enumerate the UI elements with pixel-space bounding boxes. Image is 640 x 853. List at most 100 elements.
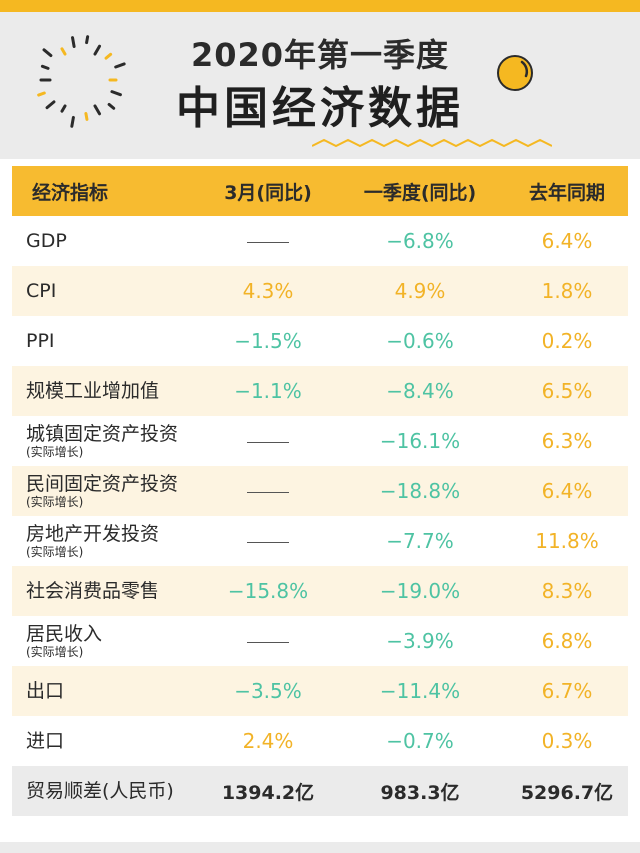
last-year-value-cell: 6.3% bbox=[506, 429, 628, 453]
march-value-cell: −1.1% bbox=[202, 379, 334, 403]
no-data-dash bbox=[247, 641, 289, 643]
indicator-cell: 社会消费品零售 bbox=[12, 580, 202, 602]
q1-value: −18.8% bbox=[379, 479, 461, 503]
march-value-cell: −3.5% bbox=[202, 679, 334, 703]
indicator-name: 民间固定资产投资 bbox=[26, 473, 179, 495]
indicator-cell: 民间固定资产投资 (实际增长) bbox=[12, 473, 202, 509]
table-row: 出口 −3.5% −11.4% 6.7% bbox=[12, 666, 628, 716]
q1-value-cell: −18.8% bbox=[334, 479, 506, 503]
title-year-quarter: 2020年第一季度 bbox=[190, 36, 450, 74]
table-header: 经济指标 3月(同比) 一季度(同比) 去年同期 bbox=[12, 166, 628, 216]
march-value-cell: 2.4% bbox=[202, 729, 334, 753]
last-year-value-cell: 8.3% bbox=[506, 579, 628, 603]
indicator-cell: 房地产开发投资 (实际增长) bbox=[12, 523, 202, 559]
last-year-value-cell: 6.7% bbox=[506, 679, 628, 703]
wave-line-icon bbox=[312, 138, 552, 148]
last-year-value: 0.3% bbox=[541, 729, 593, 753]
last-year-value-cell: 6.5% bbox=[506, 379, 628, 403]
economic-data-table: 经济指标 3月(同比) 一季度(同比) 去年同期 GDP −6.8% 6.4% CPI… bbox=[12, 166, 628, 816]
q1-value-cell: 983.3亿 bbox=[334, 778, 506, 805]
last-year-value: 8.3% bbox=[541, 579, 593, 603]
march-value-cell: −1.5% bbox=[202, 329, 334, 353]
march-value: −15.8% bbox=[227, 579, 309, 603]
top-accent-strip bbox=[0, 0, 640, 12]
march-value: 2.4% bbox=[242, 729, 294, 753]
q1-value: −3.9% bbox=[386, 629, 454, 653]
indicator-name: 进口 bbox=[26, 730, 65, 752]
table-row: 城镇固定资产投资 (实际增长) −16.1% 6.3% bbox=[12, 416, 628, 466]
last-year-value: 5296.7亿 bbox=[520, 781, 614, 804]
indicator-cell: 城镇固定资产投资 (实际增长) bbox=[12, 423, 202, 459]
last-year-value: 6.8% bbox=[541, 629, 593, 653]
no-data-dash bbox=[247, 441, 289, 443]
indicator-name: PPI bbox=[26, 330, 55, 352]
last-year-value-cell: 5296.7亿 bbox=[506, 778, 628, 805]
q1-value-cell: −3.9% bbox=[334, 629, 506, 653]
last-year-value-cell: 6.4% bbox=[506, 479, 628, 503]
q1-value: −0.6% bbox=[386, 329, 454, 353]
indicator-note: (实际增长) bbox=[26, 445, 84, 459]
last-year-value-cell: 0.2% bbox=[506, 329, 628, 353]
indicator-name: 贸易顺差(人民币) bbox=[26, 780, 174, 802]
q1-value-cell: −16.1% bbox=[334, 429, 506, 453]
indicator-cell: 进口 bbox=[12, 730, 202, 752]
indicator-note: (实际增长) bbox=[26, 645, 84, 659]
no-data-dash bbox=[247, 541, 289, 543]
last-year-value-cell: 6.4% bbox=[506, 229, 628, 253]
last-year-value-cell: 11.8% bbox=[506, 529, 628, 553]
march-value-cell bbox=[202, 432, 334, 451]
table-row: 贸易顺差(人民币) 1394.2亿 983.3亿 5296.7亿 bbox=[12, 766, 628, 816]
q1-value: −19.0% bbox=[379, 579, 461, 603]
march-value: −3.5% bbox=[234, 679, 302, 703]
table-row: 民间固定资产投资 (实际增长) −18.8% 6.4% bbox=[12, 466, 628, 516]
q1-value-cell: −6.8% bbox=[334, 229, 506, 253]
header-q1: 一季度(同比) bbox=[363, 181, 477, 204]
march-value-cell: 4.3% bbox=[202, 279, 334, 303]
indicator-cell: 贸易顺差(人民币) bbox=[12, 780, 202, 802]
indicator-cell: GDP bbox=[12, 230, 202, 252]
table-row: 进口 2.4% −0.7% 0.3% bbox=[12, 716, 628, 766]
last-year-value: 6.7% bbox=[541, 679, 593, 703]
q1-value: 983.3亿 bbox=[380, 781, 460, 804]
last-year-value-cell: 0.3% bbox=[506, 729, 628, 753]
header-panel bbox=[0, 12, 640, 159]
no-data-dash bbox=[247, 491, 289, 493]
indicator-cell: 规模工业增加值 bbox=[12, 380, 202, 402]
indicator-note: (实际增长) bbox=[26, 545, 84, 559]
march-value-cell bbox=[202, 632, 334, 651]
q1-value: −8.4% bbox=[386, 379, 454, 403]
table-row: 规模工业增加值 −1.1% −8.4% 6.5% bbox=[12, 366, 628, 416]
last-year-value-cell: 1.8% bbox=[506, 279, 628, 303]
table-row: GDP −6.8% 6.4% bbox=[12, 216, 628, 266]
indicator-name: 居民收入 bbox=[26, 623, 103, 645]
indicator-name: 规模工业增加值 bbox=[26, 380, 160, 402]
march-value: 1394.2亿 bbox=[221, 781, 315, 804]
last-year-value: 0.2% bbox=[541, 329, 593, 353]
last-year-value: 6.5% bbox=[541, 379, 593, 403]
march-value: −1.5% bbox=[234, 329, 302, 353]
q1-value: 4.9% bbox=[394, 279, 446, 303]
march-value: −1.1% bbox=[234, 379, 302, 403]
march-value-cell bbox=[202, 482, 334, 501]
q1-value-cell: −0.6% bbox=[334, 329, 506, 353]
last-year-value: 6.3% bbox=[541, 429, 593, 453]
last-year-value: 6.4% bbox=[541, 479, 593, 503]
table-row: 社会消费品零售 −15.8% −19.0% 8.3% bbox=[12, 566, 628, 616]
q1-value-cell: 4.9% bbox=[334, 279, 506, 303]
indicator-note: (实际增长) bbox=[26, 495, 84, 509]
indicator-name: 社会消费品零售 bbox=[26, 580, 160, 602]
yellow-dot-icon bbox=[497, 55, 533, 91]
last-year-value-cell: 6.8% bbox=[506, 629, 628, 653]
march-value-cell: −15.8% bbox=[202, 579, 334, 603]
header-indicator: 经济指标 bbox=[32, 181, 109, 204]
indicator-name: 城镇固定资产投资 bbox=[26, 423, 179, 445]
indicator-name: CPI bbox=[26, 280, 57, 302]
q1-value: −16.1% bbox=[379, 429, 461, 453]
sun-ray-dots-icon bbox=[37, 35, 126, 128]
no-data-dash bbox=[247, 241, 289, 243]
table-row: 居民收入 (实际增长) −3.9% 6.8% bbox=[12, 616, 628, 666]
q1-value: −0.7% bbox=[386, 729, 454, 753]
last-year-value: 11.8% bbox=[535, 529, 599, 553]
indicator-cell: 出口 bbox=[12, 680, 202, 702]
